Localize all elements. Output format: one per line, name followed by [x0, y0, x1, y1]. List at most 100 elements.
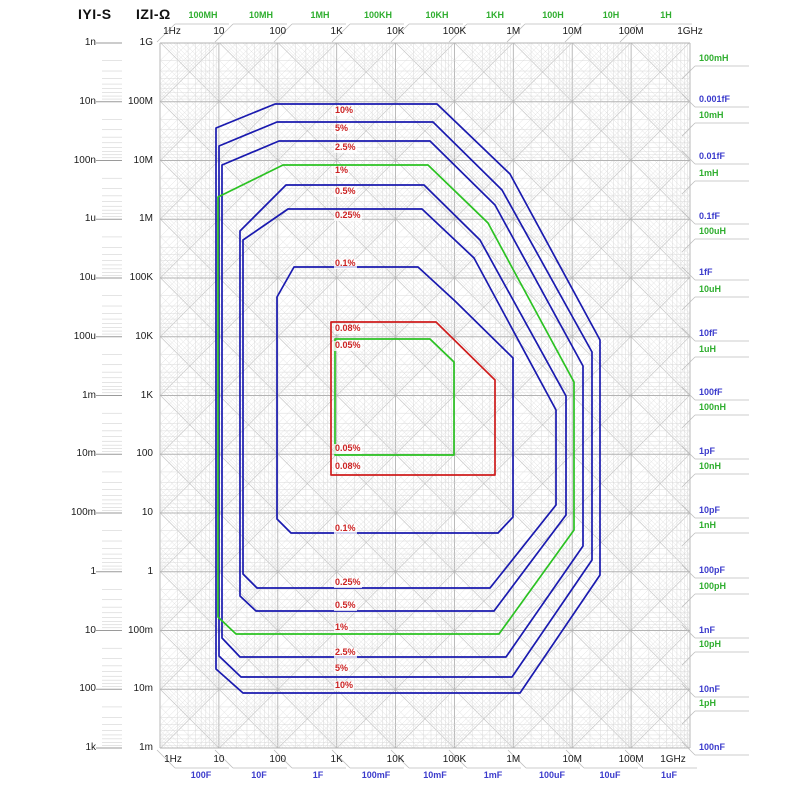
accuracy-percent-label: 5%: [334, 663, 350, 674]
inductance-label-top: 100KH: [363, 10, 393, 20]
impedance-tick: 100: [136, 448, 153, 460]
capacitance-label-right: 10nF: [699, 684, 721, 694]
impedance-tick: 100m: [127, 624, 153, 636]
inductance-label-right: 1pH: [699, 698, 717, 708]
freq-tick-top: 10M: [562, 26, 582, 37]
impedance-tick: 1G: [139, 37, 153, 48]
freq-tick-bottom: 1K: [330, 754, 343, 765]
admittance-tick: 100n: [73, 154, 96, 166]
accuracy-percent-label: 0.08%: [334, 461, 362, 472]
admittance-tick: 10u: [79, 272, 96, 283]
admittance-axis-title: IYI-S: [78, 6, 112, 22]
accuracy-contour-0.5%: [239, 184, 567, 612]
admittance-tick: 10: [84, 624, 96, 636]
inductance-label-right: 1uH: [699, 344, 717, 354]
impedance-tick: 1K: [140, 389, 153, 401]
admittance-tick: 1: [90, 565, 96, 577]
inductance-label-top: 10H: [602, 10, 620, 20]
admittance-tick: 1k: [85, 742, 96, 753]
inductance-label-top: 10MH: [248, 10, 274, 20]
capacitance-label-right: 1pF: [699, 446, 716, 456]
freq-tick-top: 1Hz: [163, 26, 181, 37]
capacitance-label-bottom: 10F: [251, 770, 267, 780]
impedance-tick: 1M: [139, 213, 153, 225]
accuracy-percent-label: 10%: [334, 680, 355, 691]
accuracy-percent-label: 0.5%: [334, 600, 357, 611]
accuracy-contour-2.5%: [221, 140, 584, 658]
admittance-tick: 1m: [82, 389, 96, 401]
capacitance-label-right: 0.1fF: [699, 211, 721, 221]
freq-tick-bottom: 100M: [618, 754, 644, 765]
capacitance-label-bottom: 100F: [190, 770, 212, 780]
label-leader-lines: [156, 23, 749, 769]
freq-tick-bottom: 1GHz: [660, 754, 686, 765]
inductance-label-right: 100nH: [699, 402, 727, 412]
admittance-tick: 100u: [73, 330, 96, 342]
admittance-tick: 1n: [84, 37, 96, 48]
accuracy-contour-5%: [218, 121, 593, 678]
impedance-tick: 10m: [133, 683, 153, 695]
admittance-tick: 10m: [76, 448, 96, 460]
capacitance-label-bottom: 10uF: [599, 770, 621, 780]
admittance-tick: 100: [79, 683, 96, 695]
freq-tick-top: 100: [269, 26, 287, 37]
accuracy-percent-label: 5%: [334, 123, 350, 134]
inductance-label-right: 10uH: [699, 284, 722, 294]
accuracy-percent-label: 0.08%: [334, 323, 362, 334]
admittance-ruler: [96, 42, 122, 749]
capacitance-label-bottom: 100mF: [361, 770, 391, 780]
inductance-label-top: 1KH: [485, 10, 505, 20]
inductance-label-right: 10mH: [699, 110, 724, 120]
impedance-tick: 1: [147, 565, 153, 577]
accuracy-contour-0.25%: [242, 208, 557, 589]
admittance-tick: 1u: [84, 213, 96, 225]
accuracy-contour-0.05%: [334, 338, 455, 456]
freq-tick-bottom: 1M: [506, 754, 521, 765]
freq-tick-top: 1K: [330, 26, 343, 37]
freq-tick-bottom: 100: [269, 754, 287, 765]
inductance-label-right: 100pH: [699, 581, 727, 591]
freq-tick-bottom: 10: [213, 754, 225, 765]
inductance-label-right: 1mH: [699, 168, 719, 178]
capacitance-label-bottom: 1F: [312, 770, 324, 780]
freq-tick-bottom: 100K: [442, 754, 467, 765]
accuracy-percent-label: 0.25%: [334, 577, 362, 588]
capacitance-label-bottom: 100uF: [538, 770, 566, 780]
accuracy-percent-label: 10%: [334, 105, 355, 116]
admittance-tick: 10n: [79, 95, 96, 107]
impedance-tick: 10: [141, 507, 153, 518]
impedance-tick: 10M: [133, 154, 153, 166]
inductance-label-right: 10nH: [699, 461, 722, 471]
inductance-label-top: 100MH: [188, 10, 218, 20]
accuracy-percent-label: 0.05%: [334, 340, 362, 351]
inductance-label-right: 1nH: [699, 520, 717, 530]
freq-tick-top: 1GHz: [677, 26, 703, 37]
impedance-tick: 100M: [127, 95, 153, 107]
capacitance-label-right: 1nF: [699, 625, 716, 635]
inductance-label-top: 1MH: [310, 10, 330, 20]
freq-tick-top: 10K: [386, 26, 405, 37]
freq-tick-bottom: 1Hz: [164, 754, 182, 765]
accuracy-percent-label: 0.05%: [334, 443, 362, 454]
accuracy-percent-label: 0.1%: [334, 523, 357, 534]
inductance-label-right: 100mH: [699, 53, 729, 63]
freq-tick-bottom: 10M: [562, 754, 582, 765]
impedance-tick: 1m: [139, 742, 153, 753]
capacitance-label-right: 1fF: [699, 267, 713, 277]
freq-tick-top: 100M: [618, 26, 644, 37]
accuracy-contour-10%: [215, 103, 601, 694]
accuracy-percent-label: 2.5%: [334, 142, 357, 153]
capacitance-label-right: 0.01fF: [699, 151, 726, 161]
capacitance-label-right: 10fF: [699, 328, 718, 338]
capacitance-label-bottom: 1uF: [660, 770, 678, 780]
impedance-axis-title: IZI-Ω: [136, 6, 171, 22]
capacitance-label-right: 10pF: [699, 505, 721, 515]
accuracy-contour-0.08%: [330, 321, 496, 476]
accuracy-contour-1%: [217, 164, 575, 635]
inductance-label-right: 10pH: [699, 639, 722, 649]
accuracy-percent-label: 1%: [334, 622, 350, 633]
lc-diagonal-grid: [160, 43, 690, 748]
capacitance-label-right: 100fF: [699, 387, 723, 397]
